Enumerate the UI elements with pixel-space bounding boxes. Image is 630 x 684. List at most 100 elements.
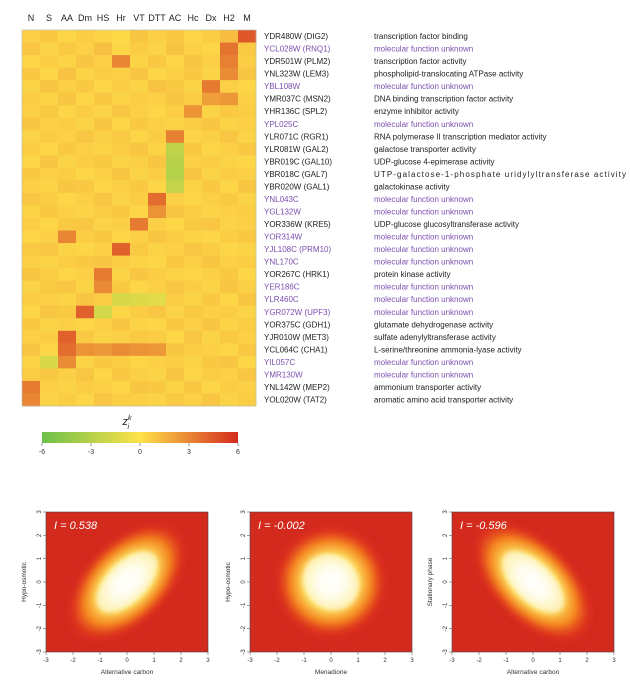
heatmap-cell [184,305,203,319]
row-gene-label: YCL064C (CHA1) [264,345,328,354]
heatmap-cell [202,117,221,131]
row-gene-label: YOR267C (HRK1) [264,270,330,279]
heatmap-cell [148,255,167,269]
heatmap-cell [58,380,77,394]
row-gene-label: YHR136C (SPL2) [264,107,327,116]
x-tick-label: -3 [247,658,253,664]
heatmap-cell [76,268,95,282]
x-tick-label: 2 [383,658,387,664]
heatmap-border [21,29,257,407]
row-gene-label: YMR130W [264,370,303,379]
y-tick-label: -3 [241,649,247,655]
heatmap-cell [112,42,131,56]
heatmap-cell [22,205,41,219]
heatmap-cell [40,293,59,307]
heatmap-cell [22,42,41,56]
heatmap-cell [202,243,221,256]
heatmap-cell [40,255,59,269]
heatmap-cell [58,268,77,282]
heatmap-cell [94,305,113,319]
heatmap-cell [166,192,185,206]
heatmap-cell [40,180,59,194]
heatmap-cell [58,368,77,382]
heatmap-cell [76,192,95,206]
heatmap-cell [22,105,41,119]
heatmap-cell [76,67,95,81]
colorbar [42,432,238,443]
heatmap-cell [94,393,113,407]
row-gene-label: YNL323W (LEM3) [264,70,329,79]
heatmap-cell [112,230,131,244]
heatmap-cell [166,318,185,332]
row-function-label: molecular function unknown [374,233,473,242]
x-tick-label: -3 [449,658,455,664]
heatmap-cell [220,330,239,344]
row-function-label: molecular function unknown [374,295,473,304]
colorbar-label-sub: i [128,424,130,431]
heatmap-cell [220,105,239,119]
x-tick-label: -2 [476,658,482,664]
heatmap-cell [166,42,185,56]
x-axis-label: Menadione [315,669,348,676]
heatmap-cell [94,42,113,56]
row-function-label: molecular function unknown [374,120,473,129]
heatmap-cell [58,192,77,206]
heatmap-cell [148,180,167,194]
heatmap-cell [238,117,257,131]
heatmap-cell [184,42,203,56]
correlation-annotation: I = 0.538 [54,520,98,532]
column-header: Dx [206,13,217,23]
heatmap-cell [76,167,95,181]
heatmap-cell [238,167,257,181]
heatmap-cell [58,280,77,294]
heatmap-cell [184,393,203,407]
heatmap-cell [238,368,257,382]
heatmap-cell [40,380,59,394]
heatmap-cell [148,55,167,68]
heatmap-cell [202,355,221,369]
heatmap-cell [40,92,59,106]
heatmap-cell [202,30,221,43]
heatmap-cell [166,343,185,357]
heatmap-cell [22,293,41,307]
heatmap-cell [220,243,239,256]
heatmap-cell [58,92,77,106]
heatmap-cell [94,67,113,81]
density-blob-group [270,521,392,643]
heatmap-cell [238,105,257,119]
row-gene-label: YBR018C (GAL7) [264,170,328,179]
x-tick-label: 1 [152,658,156,664]
heatmap-cell [22,368,41,382]
heatmap-cell [40,393,59,407]
row-function-label: molecular function unknown [374,358,473,367]
x-tick-label: 0 [329,658,333,664]
column-header: M [243,13,251,23]
heatmap-cell [76,117,95,131]
heatmap-cell [40,42,59,56]
heatmap-cell [76,343,95,357]
density-panel: I = -0.002 -3 -2 -1 0 1 2 3 -3 -2 -1 0 1 2 3 Menadione H… [225,510,414,676]
x-tick-label: 0 [125,658,129,664]
y-tick-label: 3 [443,510,449,514]
heatmap-cell [112,293,131,307]
heatmap-cell [76,92,95,106]
heatmap-cell [22,255,41,269]
heatmap-cell [22,30,41,43]
heatmap-cell [40,243,59,256]
row-function-label: enzyme inhibitor activity [374,107,459,116]
colorbar-tick-label: -3 [88,449,94,456]
heatmap-cell [148,230,167,244]
row-gene-label: YJL108C (PRM10) [264,245,331,254]
heatmap-cell [130,155,149,169]
heatmap-cell [76,380,95,394]
row-gene-label: YOR375C (GDH1) [264,320,331,329]
heatmap-cell [22,218,41,231]
heatmap-cell [76,105,95,119]
column-header: DTT [148,13,166,23]
heatmap-cell [184,255,203,269]
heatmap-cell [22,380,41,394]
x-tick-label: 2 [585,658,589,664]
column-header: AA [61,13,73,23]
row-function-label: galactokinase activity [374,182,450,191]
x-tick-label: 0 [531,658,535,664]
